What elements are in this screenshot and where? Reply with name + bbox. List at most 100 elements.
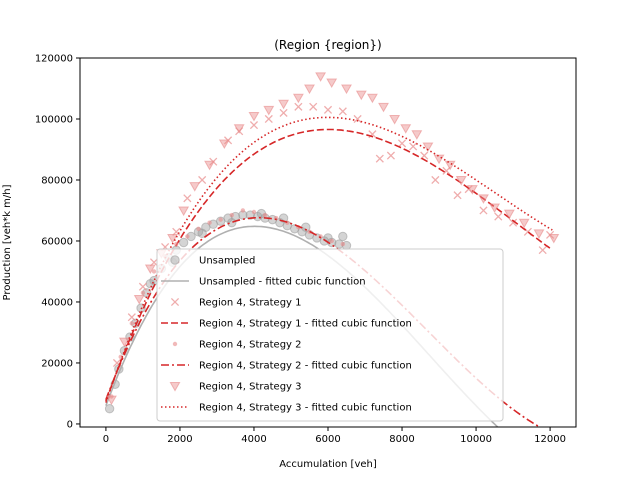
- legend-box: [156, 248, 504, 422]
- data-point: [411, 130, 423, 140]
- data-point: [249, 121, 259, 130]
- chart-title: (Region {region}): [274, 38, 381, 52]
- legend-label: Region 4, Strategy 2 - fitted cubic func…: [199, 361, 412, 372]
- legend-marker: [172, 341, 178, 347]
- x-tick-label: 6000: [315, 434, 340, 445]
- data-point: [138, 282, 147, 291]
- data-point: [489, 203, 501, 214]
- data-point: [366, 93, 378, 104]
- fitted-curve: [105, 116, 553, 403]
- y-axis-title: Production [veh*k m/h]: [2, 184, 13, 300]
- data-point: [538, 246, 547, 255]
- y-tick-label: 60000: [41, 236, 73, 247]
- data-point: [509, 218, 518, 227]
- x-tick-label: 12000: [534, 434, 566, 445]
- data-point: [353, 114, 362, 124]
- data-point: [196, 226, 201, 231]
- data-point: [106, 395, 117, 406]
- data-point: [466, 185, 478, 195]
- legend-label: Region 4, Strategy 3: [199, 382, 302, 393]
- data-point: [355, 90, 367, 101]
- data-point: [140, 290, 146, 296]
- legend-label: Region 4, Strategy 1 - fitted cubic func…: [199, 319, 412, 330]
- data-point: [263, 105, 275, 116]
- data-point: [207, 220, 212, 225]
- x-axis-title: Accumulation [veh]: [279, 459, 377, 470]
- data-point: [183, 194, 192, 203]
- data-point: [444, 160, 456, 171]
- data-point: [455, 176, 467, 186]
- data-point: [386, 151, 395, 160]
- data-point: [478, 194, 489, 204]
- data-point: [389, 115, 401, 125]
- y-tick-label: 120000: [35, 54, 73, 65]
- y-tick-label: 40000: [41, 297, 73, 308]
- legend-label: Region 4, Strategy 2: [199, 340, 302, 351]
- y-axis: 0 20000 40000 60000 80000 100000 120000: [35, 54, 80, 430]
- data-point: [340, 241, 346, 247]
- x-tick-label: 10000: [460, 434, 492, 445]
- data-point: [251, 209, 257, 215]
- x-tick-label: 8000: [389, 434, 414, 445]
- data-point: [400, 124, 412, 134]
- data-point: [264, 114, 273, 124]
- data-point: [503, 209, 515, 220]
- data-point: [518, 218, 530, 229]
- legend: Unsampled Unsampled - fitted cubic functi…: [156, 248, 504, 422]
- data-point: [378, 102, 389, 113]
- data-point: [104, 404, 115, 414]
- data-point: [133, 294, 145, 305]
- x-tick-label: 4000: [241, 434, 266, 445]
- y-tick-label: 80000: [41, 175, 73, 186]
- data-point: [397, 139, 407, 148]
- legend-label: Region 4, Strategy 3 - fitted cubic func…: [199, 403, 412, 414]
- data-point: [323, 105, 333, 114]
- data-point: [278, 99, 290, 110]
- legend-label: Unsampled - fitted cubic function: [199, 277, 366, 288]
- data-point: [433, 154, 445, 165]
- data-point: [338, 231, 348, 242]
- x-tick-label: 2000: [167, 434, 192, 445]
- legend-marker: [169, 382, 181, 392]
- data-point: [479, 206, 488, 215]
- data-point: [329, 238, 334, 244]
- data-point: [294, 102, 303, 111]
- data-point: [197, 228, 207, 239]
- data-point: [204, 160, 216, 171]
- data-point: [442, 166, 451, 175]
- legend-label: Unsampled: [199, 256, 255, 267]
- data-point: [375, 154, 384, 163]
- data-point: [326, 78, 338, 89]
- data-point: [218, 139, 230, 149]
- data-point: [338, 107, 347, 116]
- data-point: [409, 142, 418, 151]
- data-point: [422, 142, 434, 153]
- data-point: [218, 217, 223, 222]
- data-point: [189, 182, 201, 192]
- y-tick-label: 20000: [41, 358, 73, 369]
- data-point: [227, 217, 237, 228]
- scatter-series: [106, 72, 560, 406]
- fitted-curve: [105, 128, 553, 402]
- data-point: [262, 212, 268, 218]
- data-point: [144, 264, 156, 275]
- data-point: [127, 313, 136, 322]
- data-point: [248, 111, 260, 122]
- x-axis: 0 2000 4000 6000 8000 10000 12000: [103, 427, 566, 445]
- data-point: [548, 233, 560, 244]
- y-tick-label: 100000: [35, 114, 73, 125]
- data-point: [129, 321, 135, 326]
- data-point: [185, 234, 190, 239]
- data-point: [453, 191, 462, 200]
- data-point: [240, 208, 246, 213]
- data-point: [233, 124, 245, 134]
- data-point: [304, 84, 315, 95]
- data-point: [174, 241, 179, 247]
- legend-marker: [170, 297, 180, 307]
- data-point: [431, 175, 440, 185]
- legend-label: Region 4, Strategy 1: [199, 298, 302, 309]
- data-point: [178, 237, 189, 248]
- legend-marker: [170, 255, 180, 265]
- data-point: [118, 337, 130, 348]
